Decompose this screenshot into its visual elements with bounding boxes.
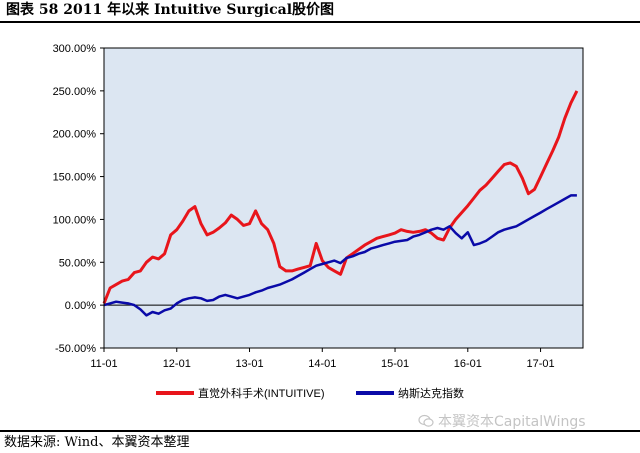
legend: 直觉外科手术(INTUITIVE) 纳斯达克指数 bbox=[156, 386, 464, 400]
y-tick-label: 300.00% bbox=[53, 43, 97, 55]
y-tick-label: 150.00% bbox=[53, 172, 97, 184]
legend-label: 纳斯达克指数 bbox=[398, 386, 464, 400]
stock-price-chart: 11-01 12-01 13-01 14-01 15-01 16-01 17-01 -50.… bbox=[53, 43, 584, 400]
x-tick-label: 14-01 bbox=[308, 358, 336, 370]
series-line-intuitive bbox=[102, 90, 579, 304]
y-tick-label: 50.00% bbox=[59, 257, 97, 269]
y-tick-label: -50.00% bbox=[55, 343, 96, 355]
y-tick-label: 0.00% bbox=[65, 300, 96, 312]
y-tick-label: 250.00% bbox=[53, 86, 97, 98]
data-source: 数据来源: Wind、本翼资本整理 bbox=[4, 435, 190, 450]
chart-frame: 11-01 12-01 13-01 14-01 15-01 16-01 17-01 -50.… bbox=[0, 24, 640, 428]
figure-caption: 图表 58 2011 年以来 Intuitive Surgical股价图 bbox=[6, 2, 335, 18]
wechat-icon bbox=[418, 414, 434, 427]
x-tick-label: 13-01 bbox=[235, 358, 263, 370]
y-tick-label: 100.00% bbox=[53, 214, 97, 226]
x-tick-label: 16-01 bbox=[454, 358, 482, 370]
caption-rule bbox=[0, 21, 640, 23]
watermark-text: 本翼资本CapitalWings bbox=[438, 414, 586, 430]
plot-background bbox=[104, 48, 583, 348]
legend-label: 直觉外科手术(INTUITIVE) bbox=[198, 386, 325, 400]
watermark: 本翼资本CapitalWings bbox=[418, 410, 586, 434]
series-line-nasdaq bbox=[103, 194, 577, 317]
x-tick-label: 15-01 bbox=[381, 358, 409, 370]
x-tick-label: 12-01 bbox=[163, 358, 191, 370]
y-tick-label: 200.00% bbox=[53, 129, 97, 141]
footer-rule bbox=[0, 430, 640, 432]
x-tick-label: 17-01 bbox=[526, 358, 554, 370]
plot-border bbox=[103, 47, 584, 349]
x-tick-label: 11-01 bbox=[90, 358, 117, 370]
